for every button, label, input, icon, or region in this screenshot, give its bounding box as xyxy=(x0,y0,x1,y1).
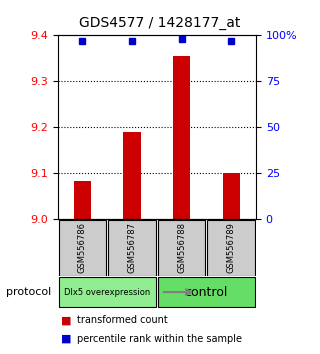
Bar xyxy=(222,173,240,219)
FancyBboxPatch shape xyxy=(59,220,106,275)
Bar xyxy=(74,181,91,219)
FancyBboxPatch shape xyxy=(108,220,156,275)
FancyBboxPatch shape xyxy=(59,277,156,307)
Text: transformed count: transformed count xyxy=(77,315,168,325)
Text: GDS4577 / 1428177_at: GDS4577 / 1428177_at xyxy=(79,16,241,30)
Bar xyxy=(123,132,141,219)
FancyBboxPatch shape xyxy=(207,220,255,275)
Text: GSM556786: GSM556786 xyxy=(78,222,87,273)
Text: control: control xyxy=(185,286,228,298)
Text: GSM556789: GSM556789 xyxy=(227,222,236,273)
FancyBboxPatch shape xyxy=(158,277,255,307)
FancyBboxPatch shape xyxy=(158,220,205,275)
Text: GSM556787: GSM556787 xyxy=(127,222,137,273)
Text: ■: ■ xyxy=(61,315,71,325)
Text: GSM556788: GSM556788 xyxy=(177,222,186,273)
Text: Dlx5 overexpression: Dlx5 overexpression xyxy=(64,287,150,297)
Text: ■: ■ xyxy=(61,334,71,344)
Bar xyxy=(173,56,190,219)
Text: percentile rank within the sample: percentile rank within the sample xyxy=(77,334,242,344)
Text: protocol: protocol xyxy=(6,287,52,297)
